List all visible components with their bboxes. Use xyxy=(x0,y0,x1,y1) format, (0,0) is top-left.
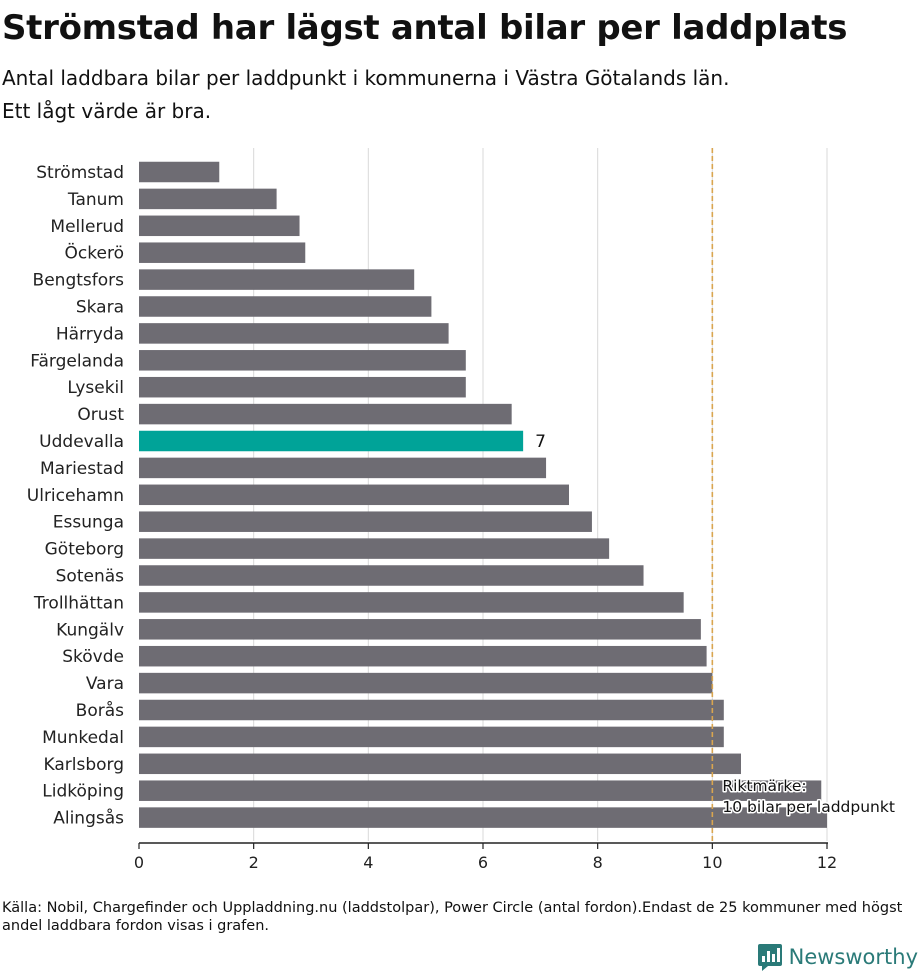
category-label: Skövde xyxy=(62,647,124,667)
bar xyxy=(139,645,707,667)
bar xyxy=(139,403,512,425)
category-label: Karlsborg xyxy=(43,755,124,775)
bar xyxy=(139,350,466,371)
data-label: 7 xyxy=(535,432,546,452)
category-label: Ulricehamn xyxy=(27,486,124,506)
bar xyxy=(139,753,741,775)
reference-label: Riktmärke: xyxy=(722,777,806,795)
source-note: Källa: Nobil, Chargefinder och Uppladdni… xyxy=(2,900,903,934)
brand-name: Newsworthy xyxy=(788,945,918,969)
category-label: Orust xyxy=(77,405,124,425)
bar xyxy=(139,457,547,479)
bar xyxy=(139,269,415,290)
x-tick-label: 12 xyxy=(817,853,837,872)
bar xyxy=(139,619,701,640)
x-tick-label: 2 xyxy=(249,853,259,872)
subtitle-line-2: Ett lågt värde är bra. xyxy=(2,99,212,123)
category-label: Lidköping xyxy=(42,782,124,802)
category-label: Kungälv xyxy=(56,620,124,640)
bar xyxy=(139,188,277,210)
x-tick-label: 8 xyxy=(593,853,603,872)
bar xyxy=(139,376,466,398)
x-tick-label: 10 xyxy=(702,853,722,872)
reference-label: 10 bilar per laddpunkt xyxy=(722,798,895,816)
bar xyxy=(139,807,827,828)
bar xyxy=(139,215,300,237)
subtitle-line-1: Antal laddbara bilar per laddpunkt i kom… xyxy=(2,66,730,90)
category-label: Strömstad xyxy=(36,163,124,183)
bar xyxy=(139,161,220,183)
chart-title: Strömstad har lägst antal bilar per ladd… xyxy=(2,8,848,48)
bar-chart: Strömstad Tanum Mellerud Öckerö Bengtsfors Sk… xyxy=(27,148,896,872)
category-label: Essunga xyxy=(53,513,124,533)
category-label: Sotenäs xyxy=(56,567,125,587)
category-label: Göteborg xyxy=(45,540,124,560)
category-label: Härryda xyxy=(56,324,124,344)
brand-logo: Newsworthy xyxy=(757,942,918,972)
bar xyxy=(139,699,724,721)
bar xyxy=(139,538,610,559)
newsworthy-logo-icon xyxy=(757,944,782,971)
chart-subtitle: Antal laddbara bilar per laddpunkt i kom… xyxy=(2,62,902,128)
category-label: Munkedal xyxy=(42,728,124,748)
bar xyxy=(139,296,432,317)
bar xyxy=(139,592,684,613)
category-label: Tanum xyxy=(67,190,124,210)
category-label: Lysekil xyxy=(67,378,124,398)
bar xyxy=(139,672,713,694)
bar xyxy=(139,511,592,532)
category-label: Trollhättan xyxy=(33,593,124,613)
bar xyxy=(139,242,306,263)
category-label: Öckerö xyxy=(65,242,124,264)
category-label: Vara xyxy=(86,674,124,694)
bar xyxy=(139,565,644,586)
x-tick-label: 4 xyxy=(363,853,373,872)
bar xyxy=(139,780,822,801)
category-label: Borås xyxy=(76,700,124,721)
category-label: Skara xyxy=(76,298,124,318)
category-label: Alingsås xyxy=(53,808,124,829)
category-label: Mariestad xyxy=(40,459,124,479)
category-label: Bengtsfors xyxy=(33,271,125,291)
bar xyxy=(139,430,524,452)
x-tick-label: 0 xyxy=(134,853,144,872)
x-tick-label: 6 xyxy=(478,853,488,872)
bar xyxy=(139,323,449,344)
bar xyxy=(139,484,569,506)
bar xyxy=(139,726,724,748)
category-label: Färgelanda xyxy=(30,351,124,371)
category-label: Uddevalla xyxy=(39,432,124,452)
category-label: Mellerud xyxy=(50,217,124,237)
